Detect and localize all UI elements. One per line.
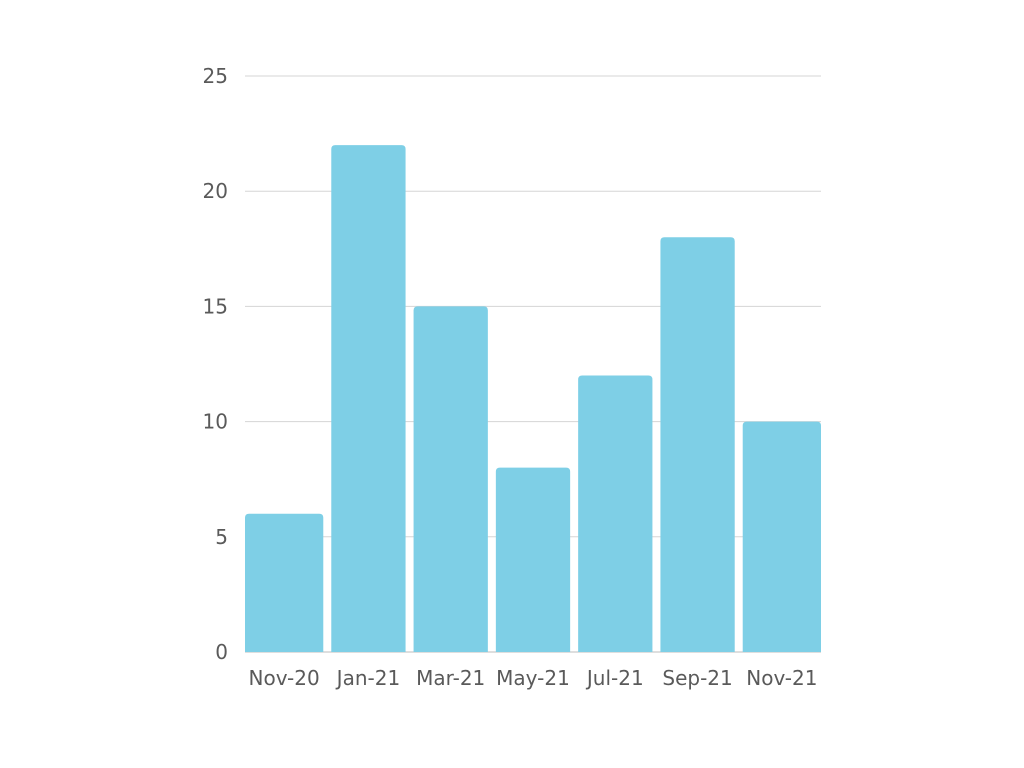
bar-may-21 [495,467,571,652]
bar-mar-21 [413,306,488,652]
y-tick-label: 20 [203,179,228,203]
x-tick-label: May-21 [496,666,570,690]
bar-jan-21 [331,145,406,652]
x-tick-label: Sep-21 [662,666,732,690]
y-tick-label: 5 [215,525,228,549]
x-tick-label: Jan-21 [335,666,401,690]
x-tick-label: Mar-21 [416,666,485,690]
y-tick-label: 10 [203,410,228,434]
y-tick-label: 25 [203,64,228,88]
y-axis-ticks: 0 5 10 15 20 25 [203,64,228,664]
bar-nov-20 [245,513,324,652]
x-tick-label: Jul-21 [585,666,644,690]
bar-sep-21 [660,237,735,652]
x-tick-label: Nov-20 [249,666,320,690]
x-tick-label: Nov-21 [746,666,817,690]
bars-layer [245,145,821,652]
x-axis-ticks: Nov-20 Jan-21 Mar-21 May-21 Jul-21 Sep-21 Nov-… [249,666,818,690]
y-tick-label: 0 [215,640,228,664]
y-tick-label: 15 [203,294,228,318]
bar-jul-21 [578,375,653,652]
bar-nov-21 [742,421,821,652]
